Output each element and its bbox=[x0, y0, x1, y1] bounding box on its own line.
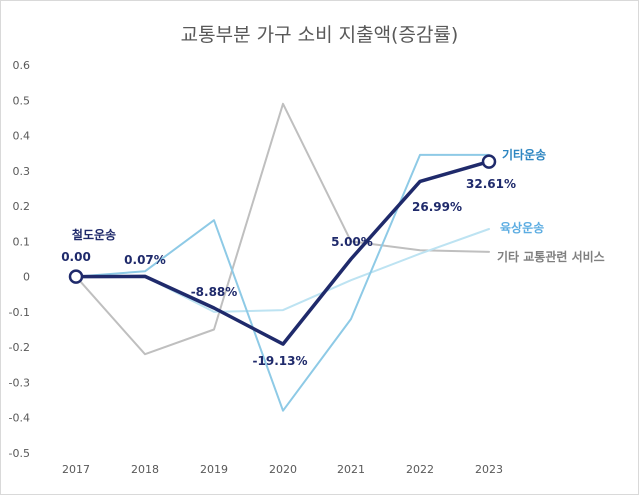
series-marker bbox=[481, 154, 497, 169]
y-tick-label: -0.4 bbox=[9, 412, 30, 425]
y-tick-label: -0.2 bbox=[9, 341, 30, 354]
y-tick-label: -0.3 bbox=[9, 376, 30, 389]
series-marker bbox=[68, 269, 84, 284]
x-tick-label: 2020 bbox=[269, 463, 297, 476]
series-name-label: 기타 교통관련 서비스 bbox=[497, 249, 605, 264]
data-label: 32.61% bbox=[466, 177, 516, 191]
y-tick-label: -0.5 bbox=[9, 447, 30, 460]
y-tick-label: 0 bbox=[23, 271, 30, 284]
series-name-label: 육상운송 bbox=[500, 220, 544, 235]
x-tick-label: 2019 bbox=[200, 463, 228, 476]
data-label: 5.00% bbox=[331, 235, 373, 249]
y-tick-label: 0.4 bbox=[13, 130, 31, 143]
y-tick-label: -0.1 bbox=[9, 306, 30, 319]
x-tick-label: 2017 bbox=[62, 463, 90, 476]
series-name-label: 철도운송 bbox=[72, 227, 116, 242]
x-tick-label: 2022 bbox=[406, 463, 434, 476]
x-tick-label: 2018 bbox=[131, 463, 159, 476]
series-line-other-transport-services bbox=[75, 102, 490, 356]
chart-title: 교통부분 가구 소비 지출액(증감률) bbox=[180, 24, 459, 46]
data-label: -8.88% bbox=[191, 285, 238, 299]
x-tick-label: 2023 bbox=[475, 463, 503, 476]
y-tick-label: 0.2 bbox=[13, 200, 31, 213]
data-label: 26.99% bbox=[412, 200, 462, 214]
data-label: 0.00 bbox=[61, 250, 91, 264]
y-tick-label: 0.5 bbox=[13, 94, 31, 107]
y-tick-label: 0.3 bbox=[13, 165, 31, 178]
y-tick-label: 0.6 bbox=[13, 59, 31, 72]
series-line-other-transport bbox=[75, 153, 490, 412]
y-tick-label: 0.1 bbox=[13, 235, 31, 248]
series-line-rail-transport bbox=[74, 159, 491, 346]
x-tick-label: 2021 bbox=[337, 463, 365, 476]
data-label: -19.13% bbox=[253, 354, 308, 368]
series-line-land-transport bbox=[75, 228, 490, 313]
series-name-label: 기타운송 bbox=[502, 147, 546, 162]
data-label: 0.07% bbox=[124, 253, 166, 267]
